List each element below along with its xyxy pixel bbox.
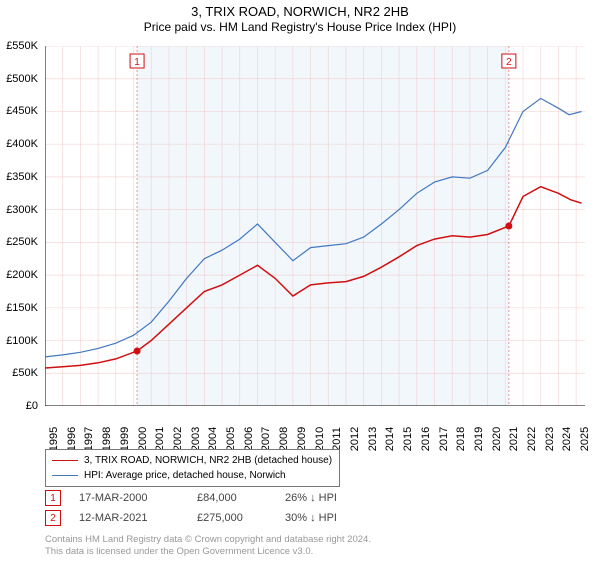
x-tick-label: 2010 [314,427,326,451]
chart-plot-area: 12 [45,46,585,406]
y-tick-label: £450K [6,105,38,117]
y-tick-label: £550K [6,40,38,52]
x-tick-label: 2009 [296,427,308,451]
x-tick-label: 1998 [101,427,113,451]
x-tick-label: 2020 [491,427,503,451]
x-tick-label: 2008 [278,427,290,451]
x-tick-label: 2007 [260,427,272,451]
chart-title: 3, TRIX ROAD, NORWICH, NR2 2HB [0,4,600,19]
x-tick-label: 2014 [384,427,396,451]
x-tick-label: 2002 [172,427,184,451]
svg-text:2: 2 [506,57,512,68]
table-row: 1 17-MAR-2000 £84,000 26% ↓ HPI [45,488,385,508]
x-tick-label: 2001 [154,427,166,451]
x-axis-labels: 1995199619971998199920002001200220032004… [45,409,585,444]
x-tick-label: 2017 [438,427,450,451]
footnote-line: This data is licensed under the Open Gov… [45,546,371,558]
y-tick-label: £250K [6,236,38,248]
x-tick-label: 2005 [225,427,237,451]
x-tick-label: 2021 [508,427,520,451]
x-tick-label: 2015 [402,427,414,451]
txn-date: 12-MAR-2021 [79,512,189,524]
footnote: Contains HM Land Registry data © Crown c… [45,534,371,558]
footnote-line: Contains HM Land Registry data © Crown c… [45,534,371,546]
x-tick-label: 2013 [367,427,379,451]
txn-date: 17-MAR-2000 [79,492,189,504]
y-tick-label: £150K [6,302,38,314]
y-tick-label: £100K [6,335,38,347]
legend-swatch [52,460,78,461]
svg-text:1: 1 [134,57,140,68]
legend-item: 3, TRIX ROAD, NORWICH, NR2 2HB (detached… [52,453,333,468]
legend-label: 3, TRIX ROAD, NORWICH, NR2 2HB (detached… [84,453,332,468]
chart-subtitle: Price paid vs. HM Land Registry's House … [0,20,600,34]
transaction-table: 1 17-MAR-2000 £84,000 26% ↓ HPI 2 12-MAR-2021… [45,488,385,528]
x-tick-label: 2011 [331,427,343,451]
x-tick-label: 2006 [243,427,255,451]
x-tick-label: 2003 [190,427,202,451]
legend-swatch [52,475,78,476]
x-tick-label: 2025 [579,427,591,451]
x-tick-label: 1996 [66,427,78,451]
y-tick-label: £300K [6,204,38,216]
x-tick-label: 2012 [349,427,361,451]
table-row: 2 12-MAR-2021 £275,000 30% ↓ HPI [45,508,385,528]
y-tick-label: £0 [26,400,38,412]
x-tick-label: 2016 [420,427,432,451]
legend-box: 3, TRIX ROAD, NORWICH, NR2 2HB (detached… [45,449,340,487]
x-tick-label: 1997 [83,427,95,451]
x-tick-label: 1999 [119,427,131,451]
x-tick-label: 2018 [455,427,467,451]
txn-pct: 26% ↓ HPI [285,492,385,504]
x-tick-label: 2022 [526,427,538,451]
txn-marker: 1 [45,490,61,506]
txn-marker: 2 [45,510,61,526]
y-tick-label: £350K [6,171,38,183]
x-tick-label: 2024 [561,427,573,451]
x-tick-label: 2023 [544,427,556,451]
txn-pct: 30% ↓ HPI [285,512,385,524]
y-tick-label: £200K [6,269,38,281]
x-tick-label: 2004 [207,427,219,451]
y-tick-label: £400K [6,138,38,150]
y-tick-label: £500K [6,73,38,85]
y-tick-label: £50K [12,367,38,379]
txn-price: £275,000 [197,512,277,524]
y-axis-labels: £0£50K£100K£150K£200K£250K£300K£350K£400… [0,46,42,406]
txn-price: £84,000 [197,492,277,504]
x-tick-label: 2000 [137,427,149,451]
legend-item: HPI: Average price, detached house, Norw… [52,468,333,483]
legend-label: HPI: Average price, detached house, Norw… [84,468,286,483]
x-tick-label: 1995 [48,427,60,451]
x-tick-label: 2019 [473,427,485,451]
